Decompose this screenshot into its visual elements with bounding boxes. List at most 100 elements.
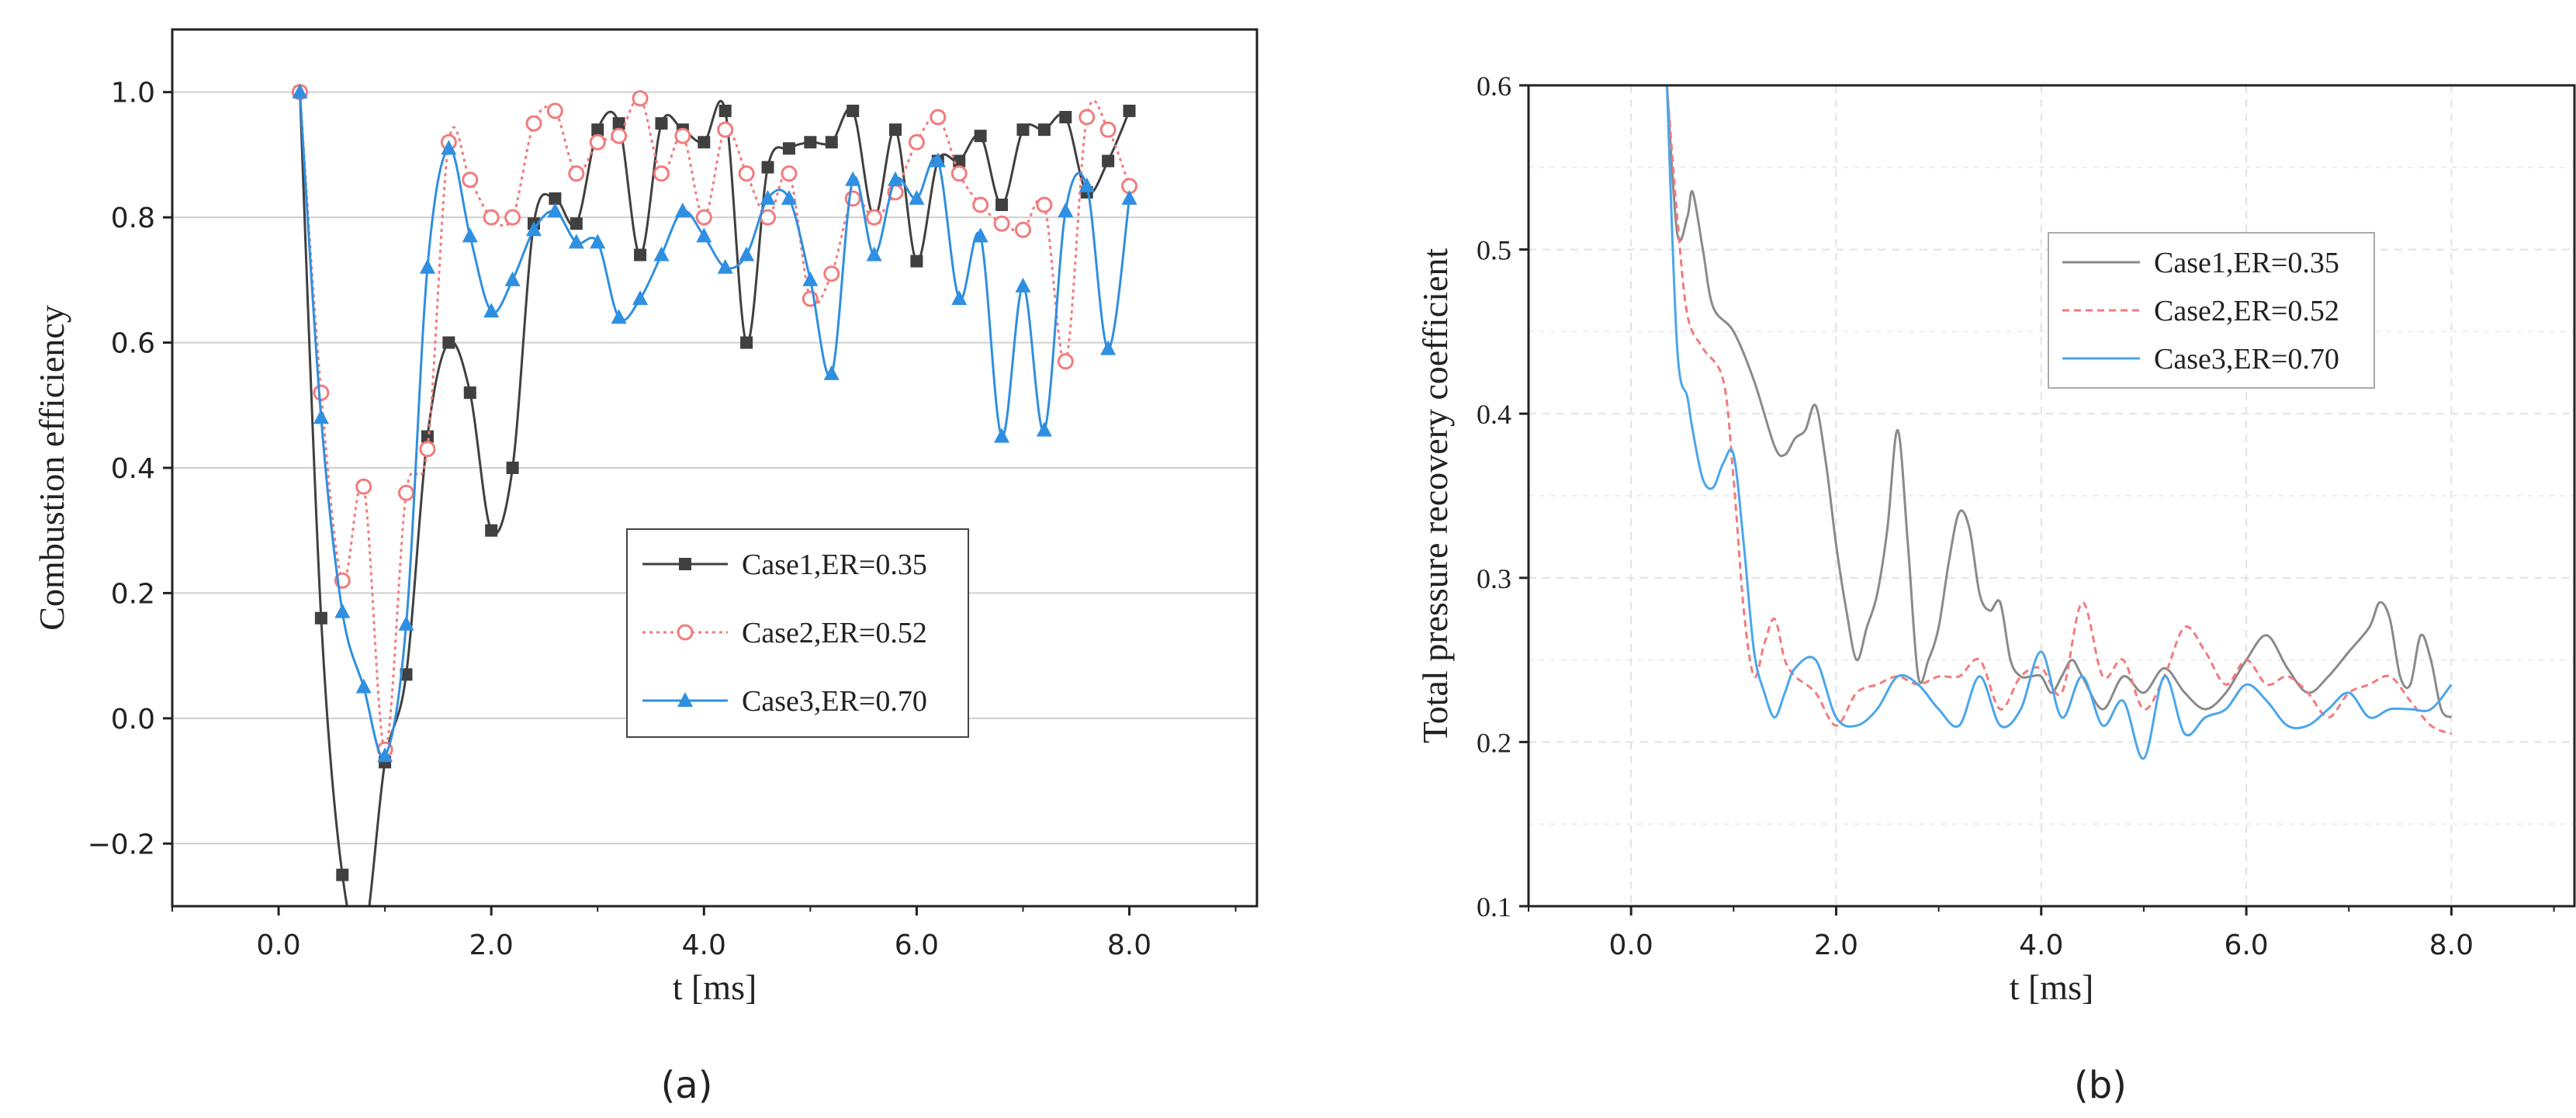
- a-series-3-point: [823, 365, 840, 380]
- a-y-tick-label: 0.8: [111, 202, 155, 234]
- a-series-3-point: [781, 189, 797, 205]
- a-series-group: [291, 83, 1138, 943]
- a-y-tick-label: 0.2: [111, 578, 155, 610]
- a-x-tick-label: 4.0: [682, 929, 726, 961]
- a-series-2-point: [866, 209, 883, 226]
- b-y-axis-label: Total pressure recovery coefficient: [1415, 248, 1455, 744]
- a-x-tick-label: 6.0: [895, 929, 939, 961]
- a-x-tick-label: 8.0: [1107, 929, 1151, 961]
- b-y-tick-label: 0.3: [1477, 563, 1511, 594]
- b-series-line-3: [1665, 85, 2453, 760]
- a-series-1-point: [591, 123, 604, 137]
- a-series-2-point: [1057, 353, 1074, 370]
- a-series-3-point: [1100, 340, 1117, 355]
- a-series-1-point: [506, 462, 519, 474]
- a-series-2-point: [419, 441, 436, 458]
- a-series-1-point: [718, 104, 732, 117]
- a-series-3-point: [398, 615, 414, 631]
- a-series-3-point: [1121, 189, 1137, 205]
- a-series-3-point: [547, 202, 563, 218]
- b-y-tick-label: 0.5: [1477, 235, 1511, 266]
- a-series-1-point: [358, 931, 370, 943]
- a-series-3-point: [760, 189, 776, 205]
- a-series-2-point: [632, 90, 649, 107]
- a-series-1-point: [740, 336, 753, 349]
- a-series-2-point: [611, 127, 628, 144]
- a-series-1-point: [421, 430, 434, 443]
- b-x-axis-label: t [ms]: [2010, 967, 2094, 1007]
- a-series-3-point: [462, 227, 478, 243]
- a-series-3-point: [568, 234, 584, 249]
- b-legend-label-2: Case2,ER=0.52: [2154, 295, 2339, 327]
- a-series-3-point: [1058, 202, 1074, 218]
- b-gridlines: [1529, 85, 2574, 907]
- a-y-tick-label: 1.0: [111, 78, 155, 109]
- a-series-3-point: [355, 678, 372, 694]
- a-series-1-point: [655, 117, 668, 130]
- a-series-3-point: [994, 427, 1010, 443]
- a-series-2-point: [930, 109, 947, 126]
- a-series-1-point: [634, 248, 647, 261]
- a-series-1-point: [847, 104, 860, 117]
- a-series-1-point: [804, 136, 817, 149]
- a-series-1-point: [974, 130, 987, 143]
- a-ticks: 0.0 2.0 4.0 6.0 8.0 −0.2 0.0 0.2 0.4 0.6 0.8 1.0: [88, 78, 1237, 961]
- a-series-2-point: [483, 209, 500, 226]
- a-series-1-point: [442, 336, 455, 349]
- a-series-1-point: [463, 386, 476, 400]
- a-series-1-point: [825, 136, 838, 149]
- a-series-1-point: [761, 161, 774, 174]
- panel-a-chart: 0.0 2.0 4.0 6.0 8.0 −0.2 0.0 0.2 0.4 0.6 0.8 1.0 t …: [32, 28, 1259, 1107]
- a-series-3-point: [632, 290, 649, 306]
- a-series-2-point: [695, 209, 712, 226]
- b-x-tick-label: 0.0: [1609, 929, 1653, 961]
- a-series-1-point: [570, 217, 583, 230]
- a-y-tick-label: 0.6: [111, 328, 155, 360]
- a-series-3-point: [441, 140, 457, 155]
- b-legend: Case1,ER=0.35 Case2,ER=0.52 Case3,ER=0.70: [2048, 232, 2375, 389]
- caption-a: (a): [661, 1064, 713, 1107]
- a-series-1-point: [889, 123, 902, 137]
- a-series-3-point: [611, 309, 627, 324]
- a-series-2-point: [398, 484, 415, 501]
- a-series-2-point: [1036, 196, 1053, 213]
- b-x-tick-label: 8.0: [2429, 929, 2474, 961]
- a-series-3-point: [653, 246, 670, 261]
- a-series-2-point: [653, 165, 670, 182]
- b-x-tick-label: 2.0: [1814, 929, 1858, 961]
- a-series-2-point: [313, 384, 330, 401]
- b-plot-frame: [1527, 84, 2576, 908]
- a-series-2-point: [972, 196, 989, 213]
- b-y-tick-label: 0.4: [1477, 399, 1511, 430]
- a-series-3-point: [888, 171, 903, 186]
- a-series-2-point: [462, 171, 479, 189]
- a-series-2-point: [760, 209, 777, 226]
- a-series-3-point: [377, 747, 393, 763]
- a-series-2-point: [546, 102, 563, 119]
- a-series-3-point: [696, 227, 712, 243]
- a-series-3-point: [717, 258, 733, 274]
- b-series-line-2: [1665, 85, 2452, 736]
- a-series-2-point: [568, 165, 585, 182]
- a-series-2-point: [1014, 221, 1031, 238]
- b-ticks: 0.0 2.0 4.0 6.0 8.0 0.1 0.2 0.3 0.4 0.5 0.6: [1477, 71, 2555, 961]
- a-series-1-point: [910, 254, 923, 268]
- a-y-tick-label: 0.4: [111, 453, 155, 485]
- a-series-3-point: [1079, 177, 1095, 192]
- a-series-1-point: [1102, 154, 1115, 168]
- a-series-3-point: [1015, 277, 1031, 292]
- a-legend-label-1: Case1,ER=0.35: [742, 549, 927, 581]
- panel-b-chart: 0.0 2.0 4.0 6.0 8.0 0.1 0.2 0.3 0.4 0.5 0.6 t [ms]…: [1415, 71, 2576, 1107]
- b-x-tick-label: 4.0: [2019, 929, 2063, 961]
- a-legend-marker-2: [677, 624, 694, 641]
- a-series-3-point: [590, 234, 606, 249]
- a-legend: Case1,ER=0.35 Case2,ER=0.52 Case3,ER=0.70: [626, 528, 969, 738]
- a-series-2-point: [717, 121, 734, 138]
- a-series-1-point: [336, 868, 349, 881]
- a-series-3-point: [802, 271, 819, 286]
- a-series-1-point: [698, 136, 711, 149]
- b-series-group: [1665, 85, 2453, 760]
- a-series-3-point: [909, 189, 925, 205]
- a-series-1-point: [400, 668, 413, 681]
